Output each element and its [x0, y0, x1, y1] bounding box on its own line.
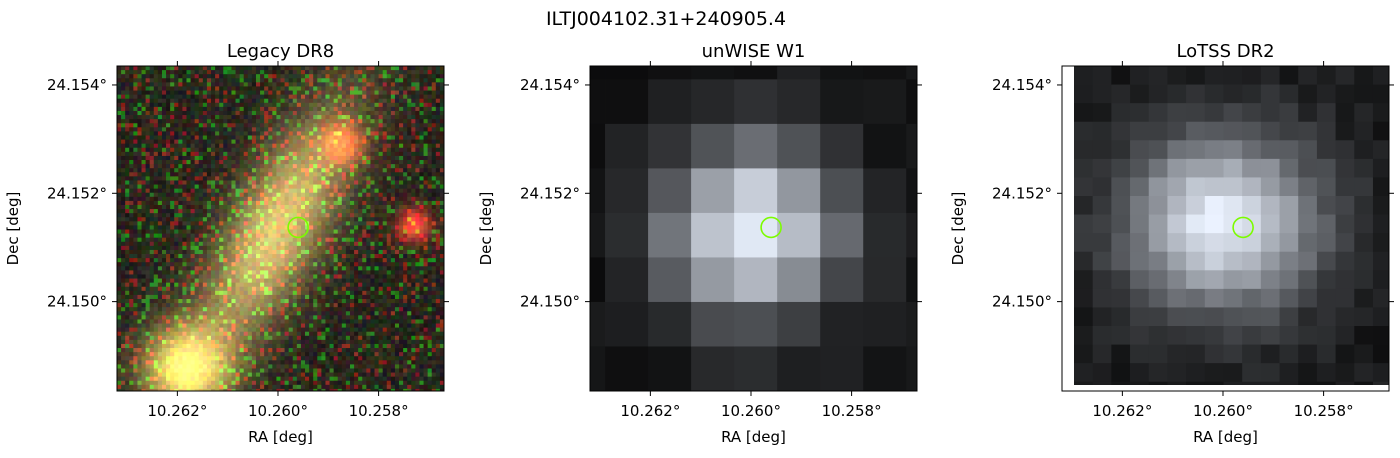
y-tick-label: 24.154°	[992, 76, 1052, 94]
image-grayscale-infrared-cutout	[590, 66, 917, 391]
panel-title: LoTSS DR2	[1176, 41, 1274, 62]
x-axis-label: RA [deg]	[1193, 428, 1258, 446]
x-tick-label: 10.258°	[1294, 402, 1354, 420]
y-tick-label: 24.150°	[47, 293, 107, 311]
y-tick-label: 24.150°	[992, 293, 1052, 311]
y-tick-label: 24.152°	[47, 184, 107, 202]
figure-title: ILTJ004102.31+240905.4	[545, 8, 787, 30]
x-tick-label: 10.262°	[620, 402, 680, 420]
y-tick-label: 24.152°	[520, 184, 580, 202]
source-marker	[1232, 216, 1254, 239]
panel-title: unWISE W1	[702, 41, 806, 62]
x-tick-label: 10.258°	[349, 402, 409, 420]
x-tick-label: 10.262°	[1092, 402, 1152, 420]
x-axis-label: RA [deg]	[248, 428, 313, 446]
x-tick-label: 10.260°	[248, 402, 308, 420]
axes-frame	[1061, 65, 1390, 392]
y-tick-label: 24.150°	[520, 293, 580, 311]
y-axis-label: Dec [deg]	[4, 192, 22, 266]
y-tick-label: 24.154°	[47, 76, 107, 94]
panel-3: LoTSS DR2 10.262° 10.260° 10.258° 24.154° 24.…	[949, 41, 1394, 446]
y-tick-label: 24.152°	[992, 184, 1052, 202]
x-tick-label: 10.260°	[721, 402, 781, 420]
x-tick-label: 10.260°	[1193, 402, 1253, 420]
axes-frame	[116, 65, 445, 392]
source-marker	[760, 216, 782, 239]
panel-2: unWISE W1 10.262° 10.260° 10.258° 24.154° 24.…	[477, 41, 922, 446]
panel-title: Legacy DR8	[227, 41, 334, 62]
axes-frame	[589, 65, 918, 392]
x-tick-label: 10.258°	[822, 402, 882, 420]
x-axis-label: RA [deg]	[721, 428, 786, 446]
image-grayscale-radio-cutout	[1062, 66, 1389, 391]
panel-1: Legacy DR8 10.262° 10.260° 10.258° 24.154° 24…	[4, 41, 449, 446]
y-tick-label: 24.154°	[520, 76, 580, 94]
source-marker	[287, 216, 309, 239]
image-rgb-optical-cutout	[117, 66, 444, 391]
y-axis-label: Dec [deg]	[477, 192, 495, 266]
x-tick-label: 10.262°	[147, 402, 207, 420]
y-axis-label: Dec [deg]	[949, 192, 967, 266]
